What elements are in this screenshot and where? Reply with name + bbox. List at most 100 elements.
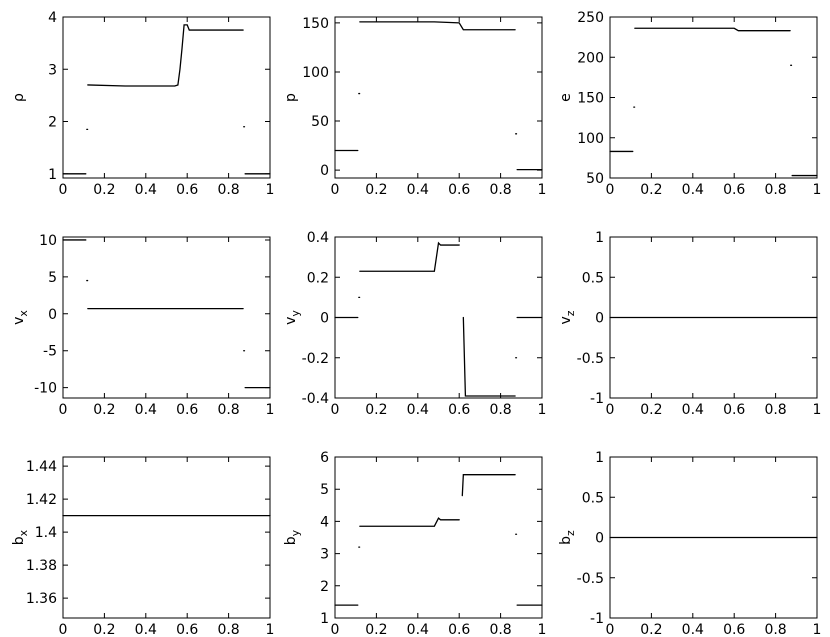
y-tick-label: 3 bbox=[48, 62, 57, 78]
y-axis-label: e bbox=[558, 93, 574, 102]
y-axis-label: by bbox=[283, 529, 302, 545]
x-tick-label: 0.2 bbox=[365, 402, 387, 418]
y-tick-label: 0 bbox=[48, 307, 57, 323]
y-tick-label: 1 bbox=[595, 450, 604, 466]
x-tick-label: 0.8 bbox=[764, 182, 786, 198]
y-axis-label-sub: y bbox=[289, 529, 302, 536]
y-tick-label: 100 bbox=[577, 131, 604, 147]
y-tick-label: -1 bbox=[590, 611, 604, 627]
panel: 0 0.2 0.4 0.6 0.8 1 0 50 100 150 p bbox=[283, 16, 546, 198]
y-tick-label: 200 bbox=[577, 50, 604, 66]
y-axis-label-sub: y bbox=[289, 310, 302, 317]
x-tick-label: 0.4 bbox=[135, 622, 157, 637]
x-tick-label: 0.8 bbox=[217, 402, 239, 418]
data-line bbox=[334, 241, 543, 397]
x-tick-label: 1 bbox=[813, 622, 822, 637]
x-tick-label: 0.2 bbox=[93, 622, 115, 637]
x-tick-label: 1 bbox=[538, 402, 547, 418]
x-tick-label: 0.8 bbox=[489, 182, 511, 198]
y-axis-label-main: p bbox=[283, 93, 299, 102]
panel: 0 0.2 0.4 0.6 0.8 1 -1 -0.5 0 0.5 1 vz bbox=[558, 230, 821, 418]
axes-box bbox=[62, 236, 271, 399]
y-tick-label: -0.2 bbox=[302, 351, 329, 367]
y-tick-label: 6 bbox=[320, 450, 329, 466]
axes-box bbox=[334, 456, 543, 619]
axes-box bbox=[62, 16, 271, 179]
y-axis-label: vz bbox=[558, 310, 577, 324]
y-tick-label: 1 bbox=[320, 611, 329, 627]
x-tick-label: 0 bbox=[59, 182, 68, 198]
y-tick-label: 1.38 bbox=[26, 558, 57, 574]
y-axis-label: vx bbox=[11, 310, 30, 325]
y-tick-label: 5 bbox=[320, 482, 329, 498]
x-tick-label: 0.6 bbox=[176, 622, 198, 637]
y-axis-label-main: v bbox=[558, 316, 574, 324]
y-tick-label: 3 bbox=[320, 547, 329, 563]
y-tick-label: 10 bbox=[39, 233, 57, 249]
x-tick-label: 0.6 bbox=[176, 182, 198, 198]
y-tick-label: 4 bbox=[320, 514, 329, 530]
y-tick-label: 1.36 bbox=[26, 591, 57, 607]
x-tick-label: 0.6 bbox=[448, 182, 470, 198]
y-tick-label: -0.5 bbox=[577, 571, 604, 587]
y-tick-label: -0.4 bbox=[302, 391, 329, 407]
x-tick-label: 1 bbox=[813, 402, 822, 418]
y-tick-label: -10 bbox=[34, 381, 57, 397]
axes-box bbox=[334, 236, 543, 399]
axes-box bbox=[62, 456, 271, 619]
x-tick-label: 0.2 bbox=[365, 622, 387, 637]
x-tick-label: 0.4 bbox=[682, 622, 704, 637]
x-tick-label: 0 bbox=[59, 402, 68, 418]
x-tick-label: 0.4 bbox=[407, 182, 429, 198]
x-tick-label: 0 bbox=[331, 402, 340, 418]
x-tick-label: 0 bbox=[606, 182, 615, 198]
x-tick-label: 1 bbox=[266, 182, 275, 198]
panel: 0 0.2 0.4 0.6 0.8 1 1 2 3 4 5 6 by bbox=[283, 450, 546, 637]
y-tick-label: 0 bbox=[320, 163, 329, 179]
x-tick-label: 0.4 bbox=[407, 402, 429, 418]
data-line bbox=[334, 21, 543, 171]
x-tick-label: 0.4 bbox=[135, 402, 157, 418]
y-tick-label: 1 bbox=[48, 167, 57, 183]
y-axis-label-main: b bbox=[283, 536, 299, 545]
y-tick-label: -5 bbox=[43, 344, 57, 360]
x-tick-label: 0.6 bbox=[448, 622, 470, 637]
y-tick-label: 4 bbox=[48, 10, 57, 26]
x-tick-label: 0 bbox=[606, 622, 615, 637]
x-tick-label: 0.6 bbox=[723, 622, 745, 637]
x-tick-label: 0 bbox=[331, 182, 340, 198]
y-tick-label: 150 bbox=[577, 91, 604, 107]
y-axis-label-main: e bbox=[558, 93, 574, 102]
x-tick-label: 0.8 bbox=[217, 622, 239, 637]
y-tick-label: 0 bbox=[595, 531, 604, 547]
y-tick-label: -0.5 bbox=[577, 351, 604, 367]
panel: 0 0.2 0.4 0.6 0.8 1 -10 -5 0 5 10 vx bbox=[11, 233, 274, 418]
data-line bbox=[62, 24, 271, 175]
x-tick-label: 1 bbox=[538, 622, 547, 637]
y-tick-label: 250 bbox=[577, 10, 604, 26]
y-axis-label: vy bbox=[283, 310, 302, 325]
x-tick-label: 0.8 bbox=[489, 402, 511, 418]
x-tick-label: 0.6 bbox=[723, 402, 745, 418]
y-tick-label: 1.42 bbox=[26, 492, 57, 508]
x-tick-label: 1 bbox=[813, 182, 822, 198]
y-tick-label: -1 bbox=[590, 391, 604, 407]
x-tick-label: 0.4 bbox=[682, 182, 704, 198]
y-tick-label: 50 bbox=[311, 114, 329, 130]
y-axis-label-main: b bbox=[558, 536, 574, 545]
y-tick-label: 2 bbox=[320, 579, 329, 595]
y-axis-label: p bbox=[283, 93, 299, 102]
panel: 0 0.2 0.4 0.6 0.8 1 -1 -0.5 0 0.5 1 bz bbox=[558, 450, 821, 637]
y-tick-label: 50 bbox=[586, 171, 604, 187]
y-tick-label: 100 bbox=[302, 65, 329, 81]
y-tick-label: 0.5 bbox=[582, 490, 604, 506]
x-tick-label: 0.2 bbox=[640, 622, 662, 637]
x-tick-label: 0.8 bbox=[217, 182, 239, 198]
x-tick-label: 0.2 bbox=[640, 402, 662, 418]
y-axis-label-main: ρ bbox=[11, 93, 27, 102]
x-tick-label: 0.8 bbox=[764, 622, 786, 637]
x-tick-label: 0.2 bbox=[365, 182, 387, 198]
y-axis-label: bz bbox=[558, 530, 577, 545]
